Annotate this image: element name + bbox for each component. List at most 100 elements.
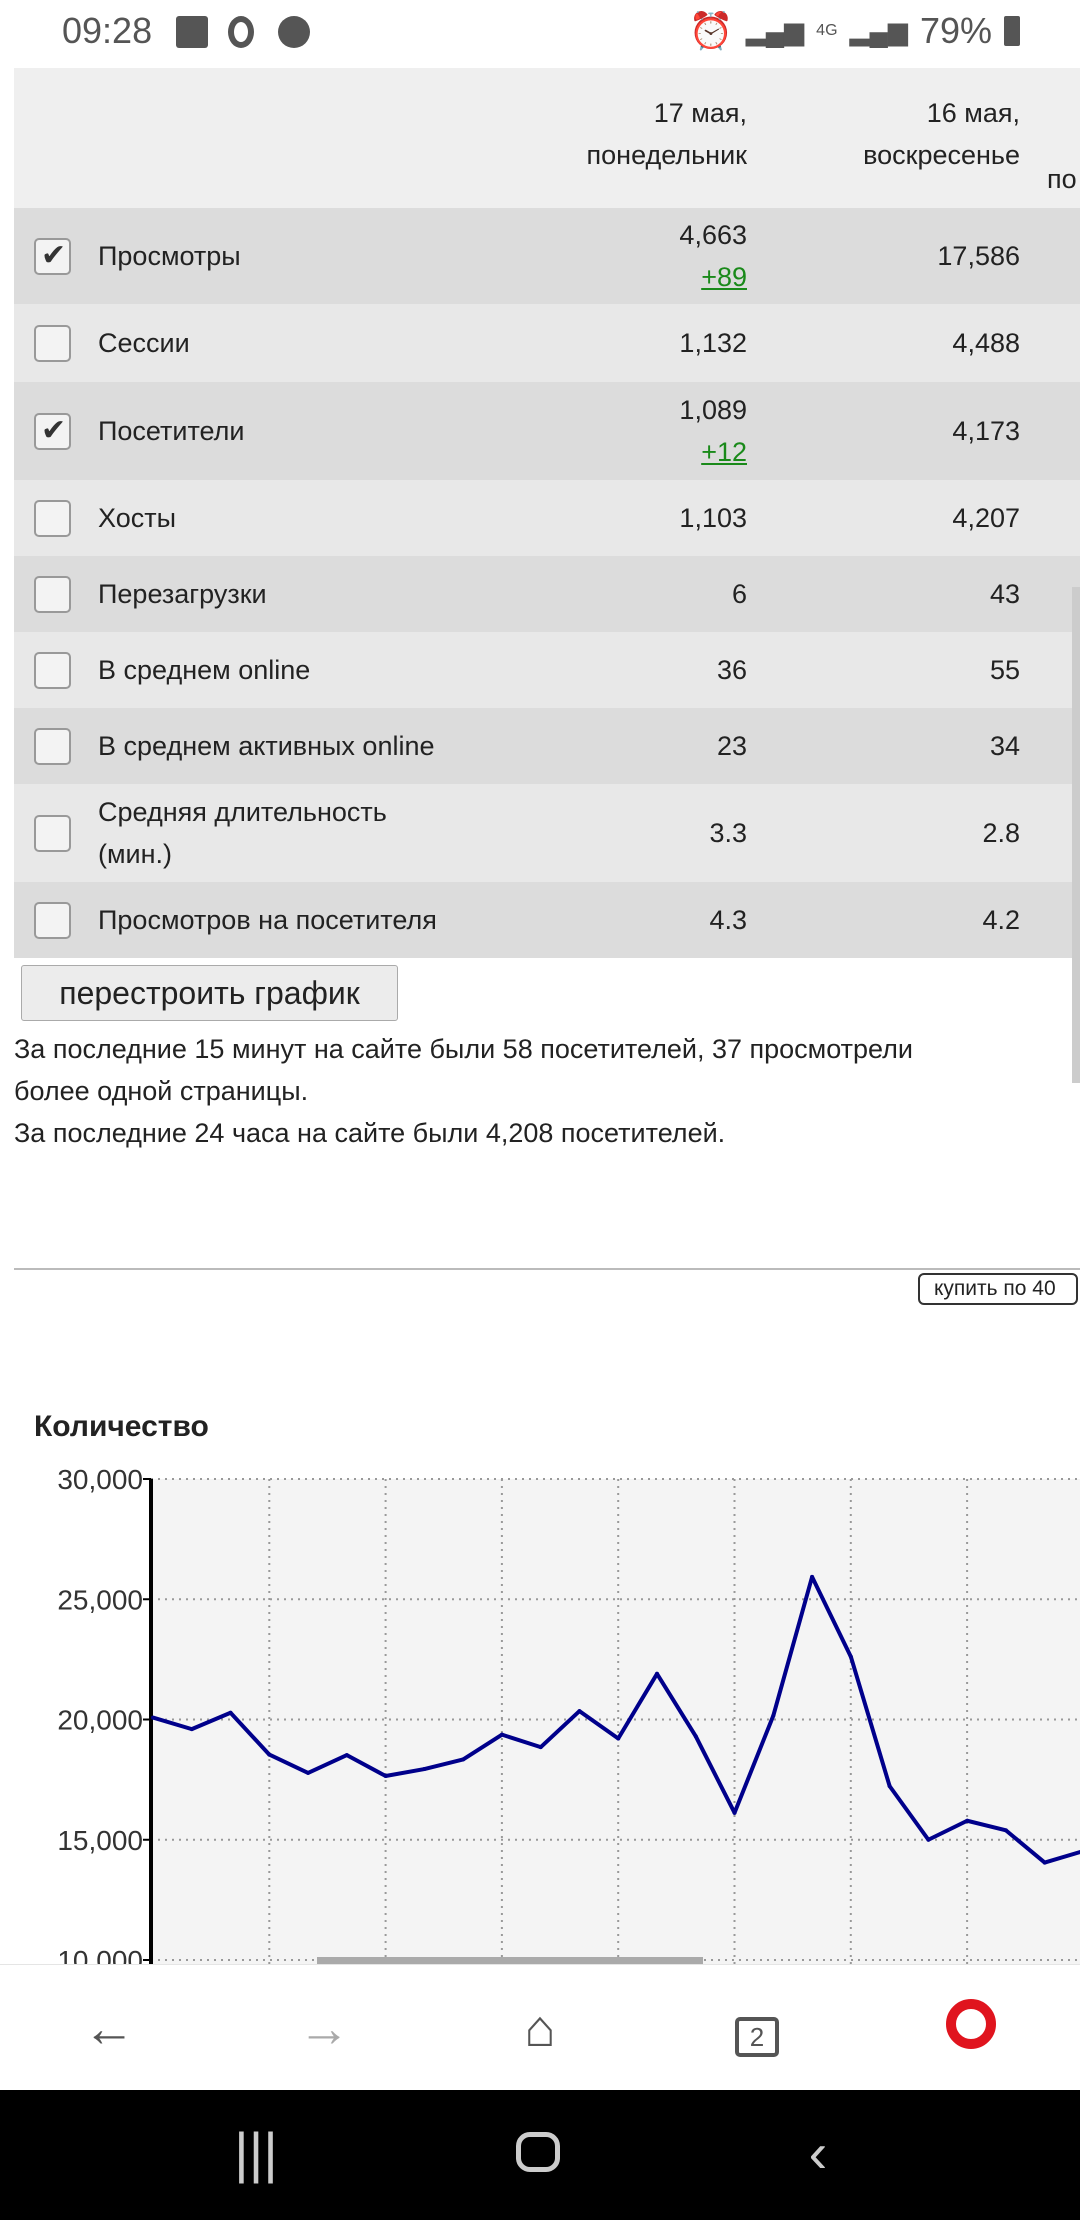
value-16-may: 34 — [989, 731, 1020, 761]
data-point — [1003, 1828, 1008, 1833]
value: 1,103 — [679, 503, 747, 533]
y-tick-label: 30,000 — [57, 1464, 143, 1495]
metric-label: Посетители — [98, 416, 245, 446]
data-point — [616, 1736, 621, 1741]
delta-link[interactable]: +89 — [701, 262, 747, 292]
data-point — [228, 1710, 233, 1715]
info-text-24h: За последние 24 часа на сайте были 4,208… — [14, 1118, 726, 1148]
data-point — [1042, 1860, 1047, 1865]
info-text-15min: За последние 15 минут на сайте были 58 п… — [14, 1034, 913, 1064]
y-tick-label: 20,000 — [57, 1705, 143, 1736]
alarm-icon: ⏰ — [688, 10, 734, 51]
metric-checkbox[interactable] — [34, 815, 71, 852]
metric-label: В среднем online — [98, 655, 311, 685]
y-tick-label: 10,000 — [57, 1945, 143, 1964]
opera-logo-icon — [946, 1999, 996, 2049]
value-17-may: 23 — [717, 725, 747, 767]
metric-checkbox[interactable] — [34, 413, 71, 450]
value-17-may: 4,663 +89 — [679, 214, 747, 298]
value-16-may: 4,173 — [952, 416, 1020, 446]
table-row: Перезагрузки 6 43 — [14, 556, 1080, 632]
system-nav-bar: ||| ‹ — [0, 2090, 1080, 2220]
tabs-icon: 2 — [735, 2017, 779, 2057]
value: 4.3 — [709, 905, 747, 935]
table-row: В среднем online 36 55 — [14, 632, 1080, 708]
metric-label: Перезагрузки — [98, 579, 267, 609]
metric-checkbox[interactable] — [34, 238, 71, 275]
chart-horizontal-scrollbar[interactable] — [317, 1957, 703, 1966]
metric-checkbox[interactable] — [34, 325, 71, 362]
home-system-button[interactable] — [498, 2120, 578, 2185]
value-16-may: 4.2 — [982, 905, 1020, 935]
arrow-left-icon: ← — [83, 2000, 135, 2058]
data-point — [577, 1709, 582, 1714]
metric-label: Просмотры — [98, 241, 241, 271]
forward-button[interactable]: → — [289, 1999, 359, 2059]
signal-icon-2: ▂▄▆ — [849, 15, 908, 46]
opera-notification-icon — [228, 16, 254, 48]
status-time: 09:28 — [62, 10, 153, 51]
value: 3.3 — [709, 818, 747, 848]
y-tick-label: 15,000 — [57, 1825, 143, 1856]
opera-menu-button[interactable] — [936, 1999, 1006, 2062]
tabs-button[interactable]: 2 — [722, 1999, 792, 2059]
info-text-15min-cont: более одной страницы. — [14, 1076, 309, 1106]
recent-apps-button[interactable]: ||| — [234, 2121, 278, 2184]
value-17-may: 6 — [732, 573, 747, 615]
data-point — [151, 1715, 155, 1720]
metric-label: В среднем активных online — [98, 731, 435, 761]
rebuild-chart-button[interactable]: перестроить график — [21, 965, 398, 1021]
home-button[interactable]: ⌂ — [505, 1999, 575, 2059]
table-header: 17 мая, понедельник 16 мая, воскресенье по — [14, 68, 1080, 208]
table-row: Посетители 1,089 +12 4,173 — [14, 382, 1080, 480]
value-16-may: 55 — [989, 655, 1020, 685]
value-17-may: 36 — [717, 649, 747, 691]
value-17-may: 1,103 — [679, 497, 747, 539]
signal-icon: ▂▄▆ — [745, 15, 805, 46]
system-back-button[interactable]: ‹ — [808, 2121, 828, 2184]
y-tick-label: 25,000 — [57, 1584, 143, 1615]
metric-label: Средняя длительность (мин.) — [98, 797, 387, 869]
table-row: Сессии 1,132 4,488 — [14, 304, 1080, 382]
data-point — [383, 1774, 388, 1779]
divider — [14, 1268, 1080, 1270]
home-icon: ⌂ — [524, 2000, 556, 2058]
stats-table: 17 мая, понедельник 16 мая, воскресенье по… — [14, 68, 1080, 958]
data-point — [965, 1818, 970, 1823]
data-point — [887, 1784, 892, 1789]
value-16-may: 2.8 — [982, 818, 1020, 848]
metric-checkbox[interactable] — [34, 500, 71, 537]
value: 1,089 — [679, 395, 747, 425]
plot-area — [151, 1479, 1080, 1964]
value: 23 — [716, 731, 747, 761]
metric-checkbox[interactable] — [34, 728, 71, 765]
data-point — [538, 1745, 543, 1750]
delta-link[interactable]: +12 — [701, 437, 747, 467]
metric-checkbox[interactable] — [34, 902, 71, 939]
column-header-17-may: 17 мая, понедельник — [587, 92, 747, 176]
value-17-may: 3.3 — [709, 812, 747, 854]
header-weekday: воскресенье — [863, 140, 1020, 170]
data-point — [810, 1574, 815, 1579]
header-date: 17 мая, — [653, 98, 747, 128]
metric-checkbox[interactable] — [34, 576, 71, 613]
data-point — [926, 1837, 931, 1842]
vertical-scrollbar[interactable] — [1072, 587, 1080, 1083]
battery-icon — [1004, 16, 1020, 46]
buy-button[interactable]: купить по 40 — [918, 1273, 1078, 1305]
data-point — [499, 1732, 504, 1737]
data-point — [732, 1810, 737, 1815]
header-weekday: понедельник — [586, 140, 747, 170]
value-16-may: 4,488 — [952, 328, 1020, 358]
table-row: Хосты 1,103 4,207 — [14, 480, 1080, 556]
data-point — [461, 1757, 466, 1762]
back-button[interactable]: ← — [74, 1999, 144, 2059]
value-16-may: 17,586 — [937, 241, 1020, 271]
shazam-icon — [278, 16, 310, 48]
metric-label: Сессии — [98, 328, 190, 358]
table-row: Средняя длительность (мин.) 3.3 2.8 — [14, 784, 1080, 882]
metric-checkbox[interactable] — [34, 652, 71, 689]
data-point — [306, 1770, 311, 1775]
data-point — [344, 1753, 349, 1758]
chart-group: 10,000 15,000 20,000 25,000 30,000 — [57, 1464, 1080, 1964]
